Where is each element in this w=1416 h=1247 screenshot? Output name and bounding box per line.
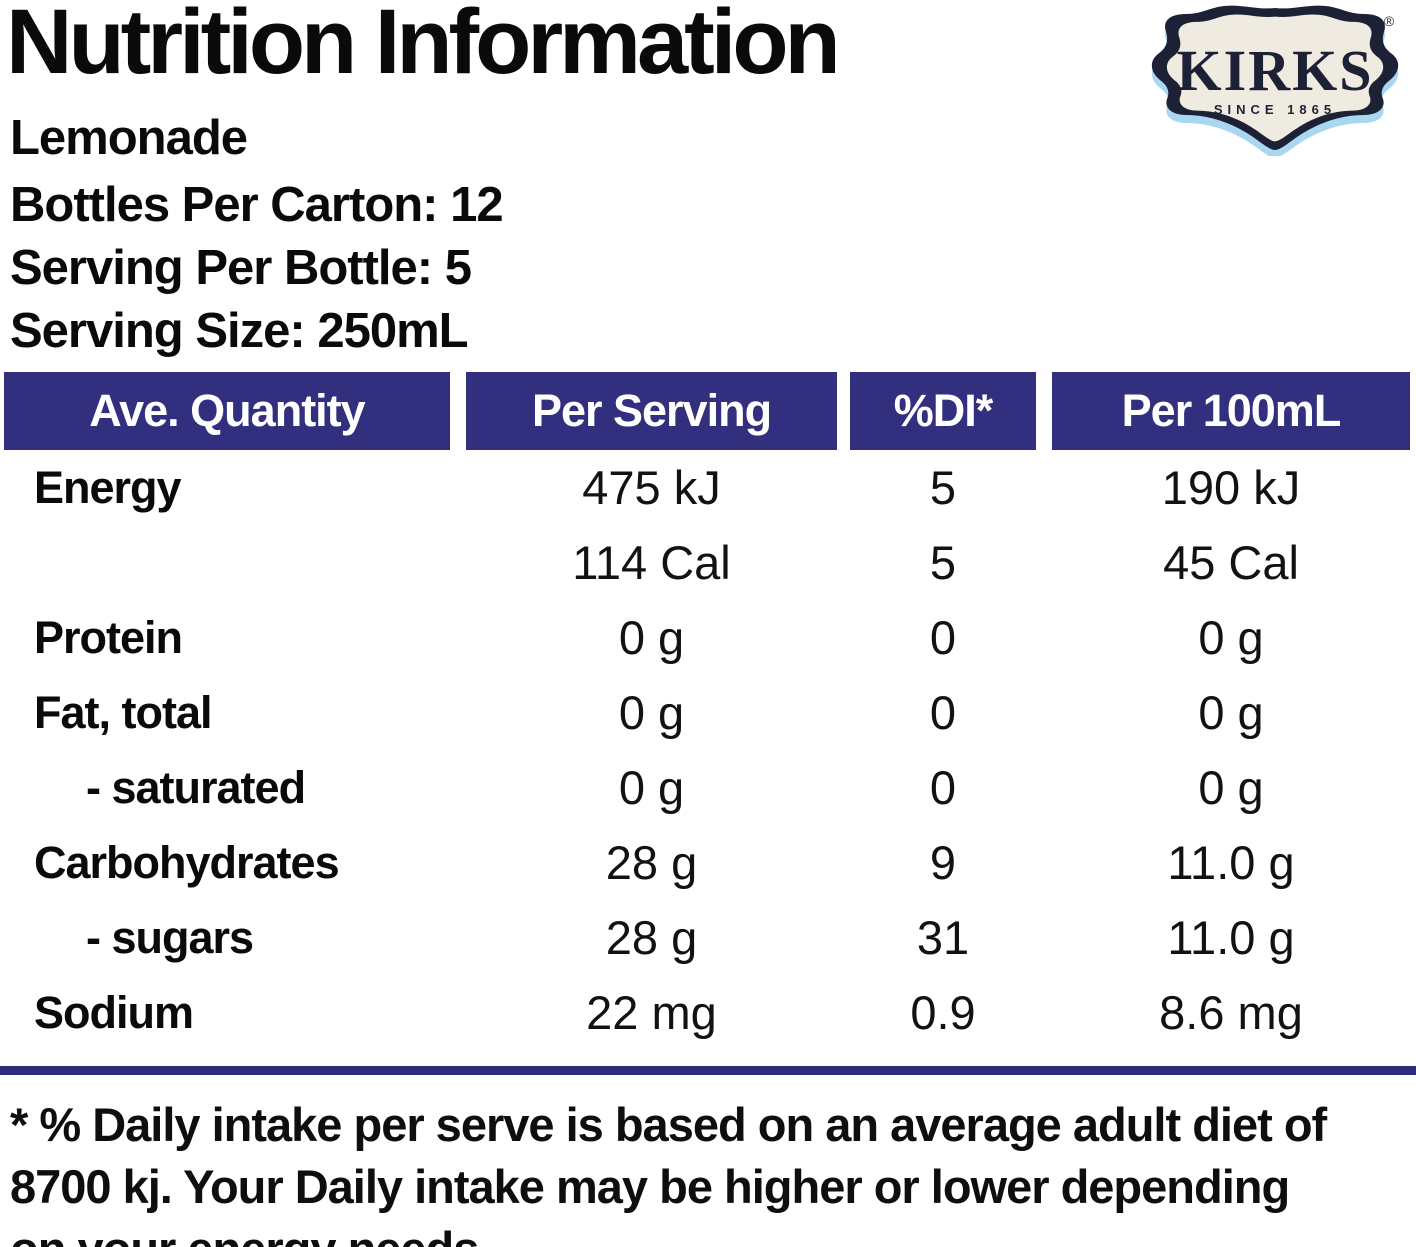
registered-trademark-icon: ® <box>1384 13 1395 29</box>
meta-serving-per-bottle: Serving Per Bottle: 5 <box>10 241 472 295</box>
brand-name: KIRKS <box>1177 38 1374 103</box>
row-per-serving: 114 Cal <box>572 536 731 589</box>
table-row-protein: Protein 0 g 0 0 g <box>0 600 1416 675</box>
footer-divider <box>0 1066 1416 1075</box>
column-header-di: %DI* <box>850 372 1036 450</box>
row-per-serving: 28 g <box>605 836 698 889</box>
row-di: 31 <box>916 911 970 964</box>
row-di: 0 <box>929 761 957 814</box>
table-row-carbohydrates: Carbohydrates 28 g 9 11.0 g <box>0 825 1416 900</box>
row-di: 0 <box>929 686 957 739</box>
brand-tagline: SINCE 1865 <box>1214 102 1336 117</box>
row-per-serving: 0 g <box>618 761 685 814</box>
row-per-100ml: 190 kJ <box>1161 461 1301 514</box>
row-label: Sodium <box>34 986 194 1038</box>
row-di: 5 <box>929 536 957 589</box>
table-body: Energy 475 kJ 5 190 kJ 114 Cal 5 45 Cal … <box>0 450 1416 1050</box>
row-per-serving: 475 kJ <box>582 461 721 514</box>
row-per-100ml: 11.0 g <box>1167 836 1295 889</box>
row-label: Carbohydrates <box>34 836 340 888</box>
row-per-serving: 22 mg <box>586 986 717 1039</box>
row-per-serving: 0 g <box>618 611 685 664</box>
row-per-serving: 28 g <box>605 911 698 964</box>
table-row-energy-cal: 114 Cal 5 45 Cal <box>0 525 1416 600</box>
column-header-per-serving: Per Serving <box>466 372 837 450</box>
row-per-100ml: 0 g <box>1198 611 1264 664</box>
row-label: Protein <box>34 611 183 663</box>
kirks-crest-icon: KIRKS SINCE 1865 ® <box>1151 5 1399 156</box>
row-label: Energy <box>34 461 182 513</box>
row-label: - saturated <box>86 761 306 813</box>
table-row-energy: Energy 475 kJ 5 190 kJ <box>0 450 1416 525</box>
kirks-logo: KIRKS SINCE 1865 ® <box>1136 2 1414 156</box>
row-label <box>34 525 464 600</box>
column-header-ave-quantity: Ave. Quantity <box>4 372 450 450</box>
table-row-fat-total: Fat, total 0 g 0 0 g <box>0 675 1416 750</box>
row-per-100ml: 0 g <box>1198 686 1264 739</box>
table-row-saturated: - saturated 0 g 0 0 g <box>0 750 1416 825</box>
row-per-100ml: 11.0 g <box>1167 911 1295 964</box>
row-label: Fat, total <box>34 686 213 738</box>
meta-bottles-per-carton: Bottles Per Carton: 12 <box>10 178 504 232</box>
row-per-100ml: 0 g <box>1198 761 1264 814</box>
row-per-100ml: 45 Cal <box>1163 536 1299 589</box>
row-label: - sugars <box>86 911 254 963</box>
table-row-sugars: - sugars 28 g 31 11.0 g <box>0 900 1416 975</box>
row-per-serving: 0 g <box>618 686 685 739</box>
row-di: 0 <box>929 611 957 664</box>
daily-intake-footnote: * % Daily intake per serve is based on a… <box>10 1098 1327 1247</box>
meta-serving-size: Serving Size: 250mL <box>10 304 469 358</box>
product-name: Lemonade <box>10 111 248 165</box>
table-row-sodium: Sodium 22 mg 0.9 8.6 mg <box>0 975 1416 1050</box>
row-di: 5 <box>929 461 957 514</box>
column-header-per-100ml: Per 100mL <box>1052 372 1410 450</box>
row-di: 9 <box>929 836 957 889</box>
page-title: Nutrition Information <box>6 0 841 93</box>
table-header-row: Ave. Quantity Per Serving %DI* Per 100mL <box>0 372 1416 450</box>
row-di: 0.9 <box>910 986 976 1039</box>
row-per-100ml: 8.6 mg <box>1159 986 1303 1039</box>
